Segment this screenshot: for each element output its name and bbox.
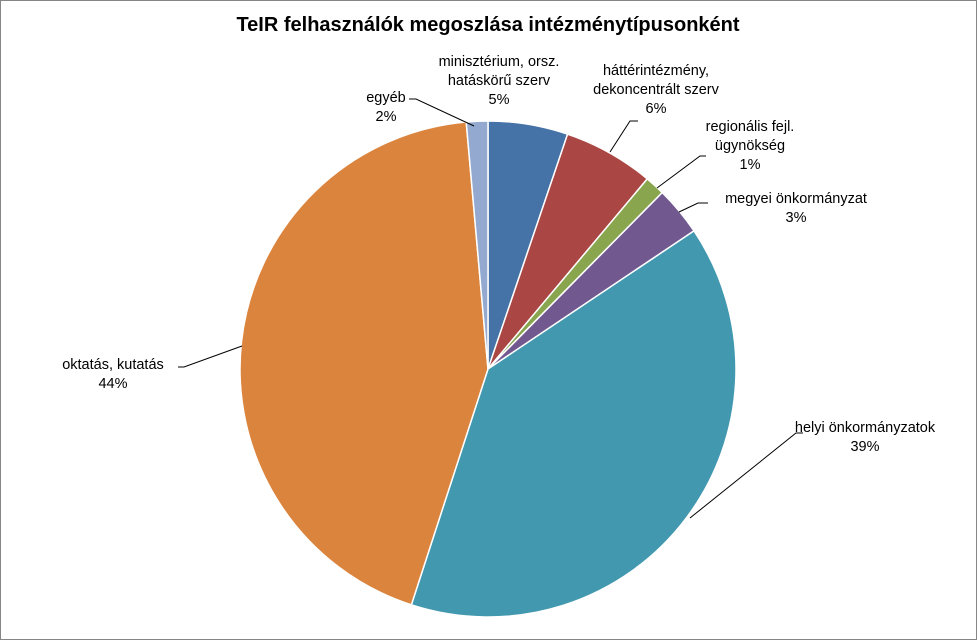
data-label: helyi önkormányzatok 39% [795,420,936,455]
pie-slice [239,121,489,606]
leader-line [178,345,243,368]
pie-slices [239,120,737,618]
data-label: megyei önkormányzat 3% [725,191,867,226]
data-label: oktatás, kutatás 44% [62,357,164,392]
pie-slice [410,230,737,618]
leader-lines [178,98,803,519]
data-label: regionális fejl. ügynökség 1% [706,119,795,173]
data-label: háttérintézmény, dekoncentrált szerv 6% [593,63,719,117]
data-labels: minisztérium, orsz. hatáskörű szerv 5% hátt… [62,54,936,455]
data-label: minisztérium, orsz. hatáskörű szerv 5% [439,54,560,108]
data-label: egyéb 2% [366,90,406,125]
leader-line [656,155,706,189]
leader-line [678,202,708,213]
leader-line [689,432,803,519]
leader-line [409,98,475,127]
chart-title: TeIR felhasználók megoszlása intézménytí… [236,14,739,36]
leader-line [609,120,638,153]
